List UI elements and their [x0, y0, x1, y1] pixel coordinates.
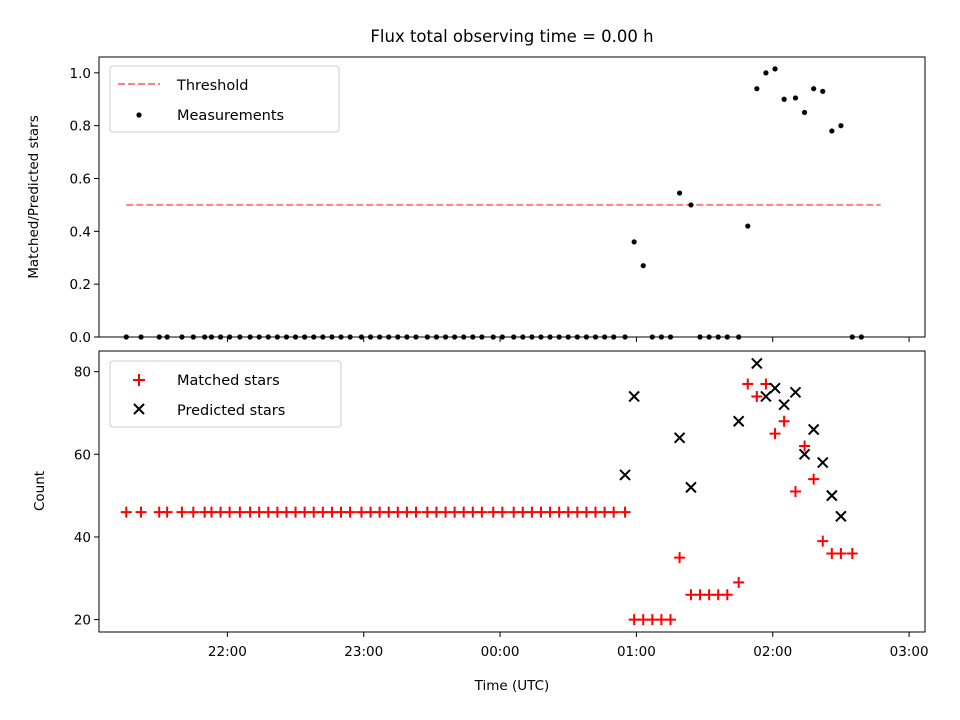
predicted-point [769, 382, 781, 394]
matched-point [789, 486, 801, 497]
top-y-tick-label: 0.6 [70, 172, 91, 188]
matched-point [674, 552, 686, 564]
x-tick-label: 22:00 [208, 644, 247, 660]
matched-point [234, 506, 246, 518]
predicted-legend-marker [133, 403, 145, 415]
bottom-panel: 20 40 60 80 22:00 23:00 00:00 01:00 02:00 03:00 [74, 350, 929, 660]
matched-point [664, 614, 676, 626]
predicted-point [798, 448, 811, 461]
measurements-legend-marker [136, 112, 142, 118]
matched-point [161, 506, 173, 518]
predicted-point [685, 481, 697, 494]
predicted-point [673, 432, 686, 444]
bottom-y-tick-label: 20 [74, 613, 91, 629]
measurement-point [792, 95, 799, 101]
top-y-tick-label: 0.4 [70, 224, 91, 240]
top-y-tick-label: 0.2 [70, 277, 91, 293]
measurement-point [801, 109, 808, 116]
matched-point [835, 547, 847, 559]
matched-point [176, 506, 188, 518]
predicted-point [826, 489, 838, 502]
measurement-point [688, 202, 694, 208]
matched-point [476, 506, 488, 518]
matched-point [135, 506, 147, 518]
measurement-point [640, 263, 646, 269]
matched-point [187, 506, 199, 518]
top-y-tick-label: 0.0 [70, 330, 91, 346]
x-tick-label: 02:00 [753, 644, 792, 660]
top-y-tick-label: 1.0 [70, 66, 91, 82]
measurement-point [772, 66, 778, 72]
top-panel: 0.0 0.2 0.4 0.6 0.8 1.0 [70, 56, 926, 346]
x-tick-label: 03:00 [890, 644, 929, 660]
measurement-point [631, 239, 637, 245]
predicted-point [751, 357, 763, 370]
predicted-point [619, 469, 631, 481]
measurement-point [838, 123, 844, 129]
top-legend: Threshold Measurements [109, 65, 340, 133]
matched-point [799, 440, 811, 452]
measurement-point [763, 70, 769, 76]
matched-point [778, 415, 790, 427]
matched-point [769, 428, 781, 440]
bottom-y-tick-label: 40 [74, 530, 91, 546]
matched-point [721, 589, 733, 601]
chart-title: Flux total observing time = 0.00 h [370, 27, 653, 46]
measurement-point [811, 86, 817, 92]
bottom-y-tick-label: 80 [74, 365, 91, 381]
measurement-point [745, 223, 751, 229]
predicted-point [732, 415, 745, 427]
predicted-point [778, 399, 790, 411]
bottom-legend: Matched stars Predicted stars [109, 360, 342, 428]
top-y-axis-label: Matched/Predicted stars [26, 115, 42, 278]
matched-point [846, 547, 858, 559]
bottom-legend-box [109, 360, 342, 428]
x-tick-label: 23:00 [344, 644, 383, 660]
bottom-y-axis-label: Count [32, 471, 48, 511]
matched-point [808, 473, 820, 485]
matched-legend-marker [133, 374, 145, 386]
matched-point [120, 506, 132, 518]
bottom-axes-frame [98, 350, 926, 633]
matched-point [817, 535, 829, 547]
measurement-point [829, 128, 835, 134]
measurement-point [754, 86, 760, 92]
predicted-point [835, 510, 847, 523]
matched-point [742, 378, 754, 390]
matched-point [751, 390, 763, 402]
x-tick-label: 00:00 [481, 644, 520, 660]
matched-point [496, 506, 508, 518]
top-axes-frame [98, 56, 926, 338]
matched-point [619, 506, 631, 518]
bottom-y-tick-label: 60 [74, 447, 91, 463]
matched-point [224, 506, 236, 518]
predicted-point [789, 386, 802, 399]
measurements-legend-label: Measurements [177, 108, 284, 124]
x-tick-label: 01:00 [617, 644, 656, 660]
predicted-point [807, 423, 820, 436]
top-legend-box [109, 65, 340, 133]
predicted-legend-label: Predicted stars [177, 403, 285, 419]
measurement-point [781, 96, 787, 102]
predicted-point [760, 390, 772, 403]
x-axis-label: Time (UTC) [474, 678, 550, 694]
predicted-point [628, 390, 640, 403]
matched-legend-label: Matched stars [177, 373, 280, 389]
top-y-tick-label: 0.8 [70, 119, 91, 135]
matched-point [608, 506, 620, 518]
matched-point [733, 576, 745, 588]
measurement-point [820, 88, 826, 94]
threshold-legend-label: Threshold [176, 78, 248, 94]
measurement-point [676, 190, 683, 196]
matched-point [410, 506, 422, 518]
predicted-point [817, 456, 829, 469]
matched-point [344, 506, 356, 518]
